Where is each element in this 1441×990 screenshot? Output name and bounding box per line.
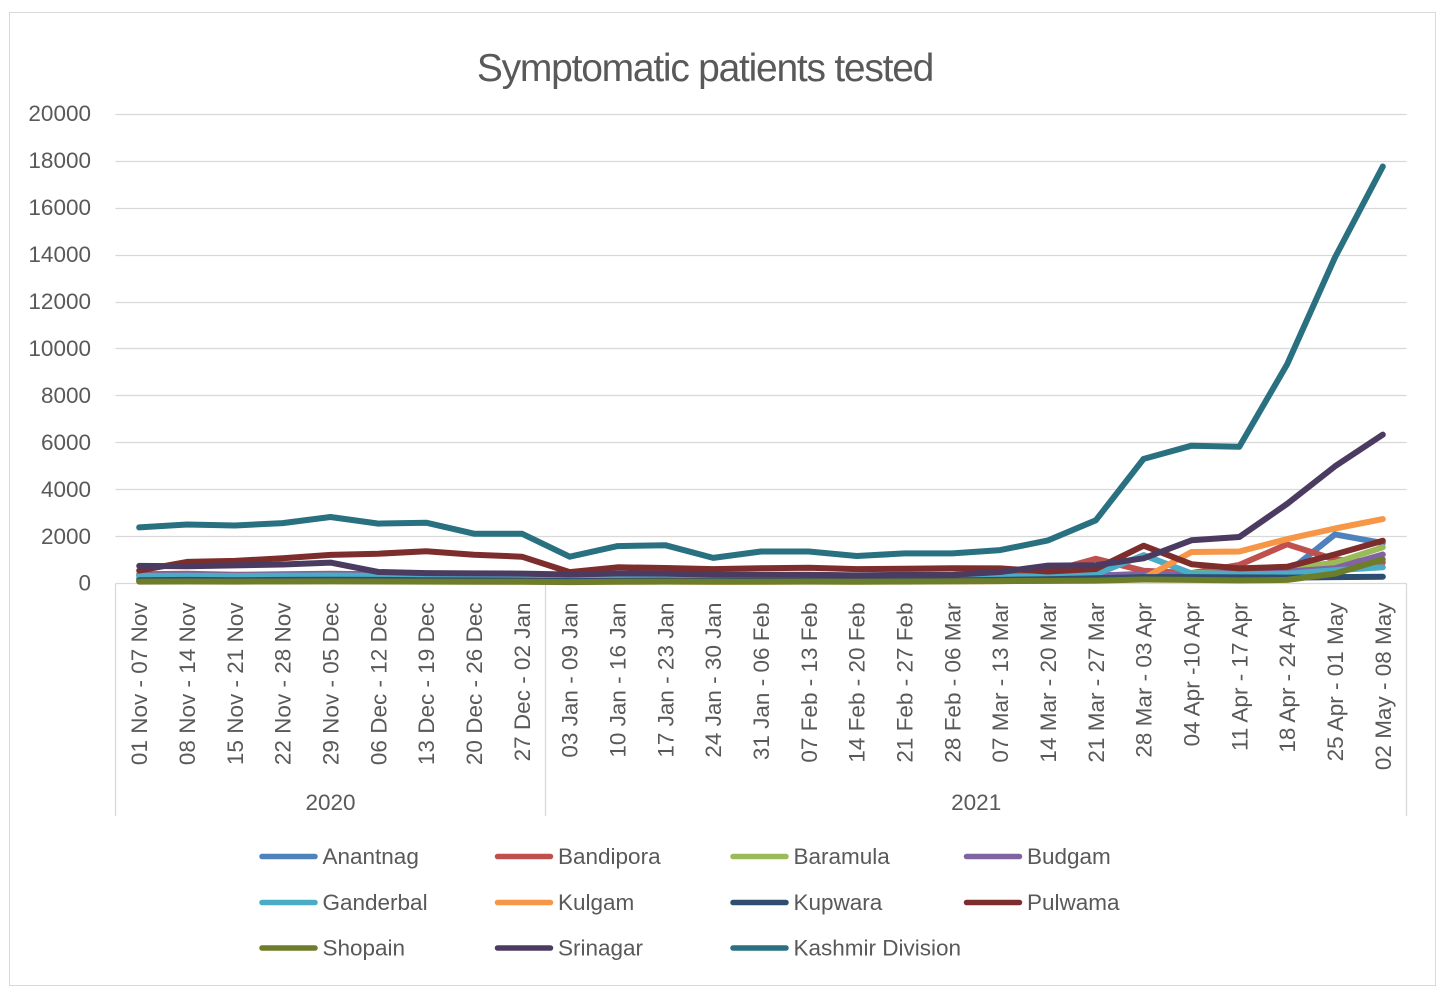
- svg-text:28 Feb - 06 Mar: 28 Feb - 06 Mar: [940, 602, 965, 763]
- svg-text:14 Mar - 20 Mar: 14 Mar - 20 Mar: [1036, 602, 1061, 763]
- svg-text:14000: 14000: [28, 242, 91, 267]
- svg-text:20000: 20000: [28, 101, 91, 126]
- svg-text:2000: 2000: [41, 524, 91, 549]
- svg-text:07 Feb - 13 Feb: 07 Feb - 13 Feb: [797, 603, 822, 763]
- svg-text:Baramula: Baramula: [794, 844, 891, 869]
- svg-text:18 Apr - 24 Apr: 18 Apr - 24 Apr: [1275, 602, 1300, 753]
- svg-text:Srinagar: Srinagar: [558, 936, 644, 961]
- svg-text:Bandipora: Bandipora: [558, 844, 661, 869]
- svg-text:13 Dec - 19 Dec: 13 Dec - 19 Dec: [414, 603, 439, 766]
- svg-text:Ganderbal: Ganderbal: [323, 890, 428, 915]
- svg-text:Symptomatic patients tested: Symptomatic patients tested: [477, 47, 933, 90]
- svg-text:10000: 10000: [28, 336, 91, 361]
- svg-text:17 Jan - 23 Jan: 17 Jan - 23 Jan: [653, 603, 678, 758]
- svg-text:21 Mar - 27 Mar: 21 Mar - 27 Mar: [1084, 602, 1109, 763]
- svg-text:27 Dec - 02 Jan: 27 Dec - 02 Jan: [510, 603, 535, 762]
- svg-text:Kashmir Division: Kashmir Division: [794, 936, 962, 961]
- svg-text:29 Nov - 05 Dec: 29 Nov - 05 Dec: [319, 603, 344, 766]
- svg-text:Budgam: Budgam: [1027, 844, 1111, 869]
- svg-text:07 Mar - 13 Mar: 07 Mar - 13 Mar: [988, 602, 1013, 763]
- svg-text:Kupwara: Kupwara: [794, 890, 883, 915]
- svg-text:2020: 2020: [305, 790, 355, 815]
- svg-text:06 Dec - 12 Dec: 06 Dec - 12 Dec: [366, 603, 391, 766]
- svg-text:Shopain: Shopain: [323, 936, 406, 961]
- svg-text:11 Apr - 17 Apr: 11 Apr - 17 Apr: [1227, 602, 1252, 751]
- svg-text:4000: 4000: [41, 477, 91, 502]
- svg-text:12000: 12000: [28, 289, 91, 314]
- svg-text:16000: 16000: [28, 195, 91, 220]
- svg-text:8000: 8000: [41, 383, 91, 408]
- svg-text:15 Nov - 21 Nov: 15 Nov - 21 Nov: [223, 602, 248, 765]
- svg-text:31 Jan - 06 Feb: 31 Jan - 06 Feb: [749, 603, 774, 761]
- svg-text:10 Jan - 16 Jan: 10 Jan - 16 Jan: [606, 603, 631, 758]
- svg-text:28 Mar - 03 Apr: 28 Mar - 03 Apr: [1132, 602, 1157, 758]
- svg-text:24 Jan - 30 Jan: 24 Jan - 30 Jan: [701, 603, 726, 758]
- svg-text:25 Apr - 01 May: 25 Apr - 01 May: [1323, 602, 1348, 762]
- svg-text:04 Apr -10 Apr: 04 Apr -10 Apr: [1179, 602, 1204, 746]
- svg-text:6000: 6000: [41, 430, 91, 455]
- svg-text:03 Jan - 09 Jan: 03 Jan - 09 Jan: [558, 603, 583, 758]
- svg-text:21 Feb - 27 Feb: 21 Feb - 27 Feb: [892, 603, 917, 763]
- svg-text:Anantnag: Anantnag: [323, 844, 419, 869]
- svg-text:Kulgam: Kulgam: [558, 890, 634, 915]
- svg-text:02 May - 08 May: 02 May - 08 May: [1371, 602, 1396, 770]
- svg-text:0: 0: [78, 571, 91, 596]
- svg-text:18000: 18000: [28, 148, 91, 173]
- svg-text:22 Nov - 28 Nov: 22 Nov - 28 Nov: [271, 602, 296, 765]
- svg-text:01 Nov - 07 Nov: 01 Nov - 07 Nov: [127, 602, 152, 765]
- svg-text:2021: 2021: [951, 790, 1001, 815]
- svg-text:20 Dec - 26 Dec: 20 Dec - 26 Dec: [462, 603, 487, 766]
- svg-text:Pulwama: Pulwama: [1027, 890, 1120, 915]
- svg-text:14 Feb - 20 Feb: 14 Feb - 20 Feb: [845, 602, 870, 762]
- svg-text:08 Nov - 14 Nov: 08 Nov - 14 Nov: [175, 602, 200, 765]
